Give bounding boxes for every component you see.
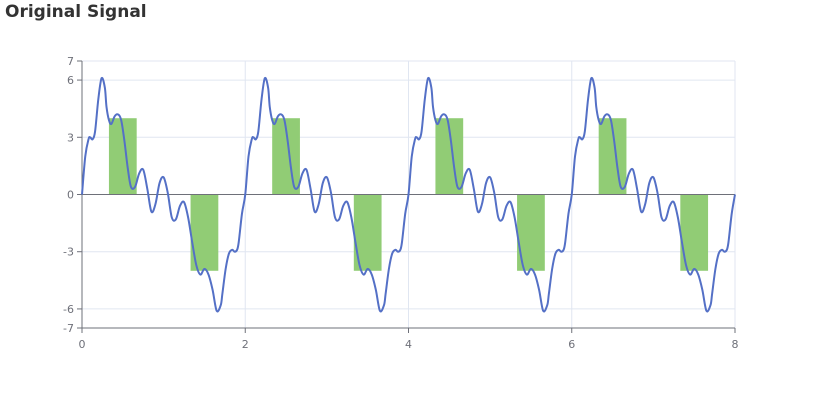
y-tick-label: -7: [63, 322, 74, 335]
y-tick-label: -3: [63, 246, 74, 259]
chart-title: Original Signal: [5, 2, 147, 22]
x-tick-label: 6: [568, 338, 575, 351]
signal-line: [81, 76, 736, 313]
x-tick-label: 0: [79, 338, 86, 351]
y-tick-label: 7: [67, 55, 74, 68]
y-tick-label: -6: [63, 303, 74, 316]
x-tick-label: 8: [732, 338, 739, 351]
y-tick-label: 0: [67, 189, 74, 202]
x-tick-label: 2: [242, 338, 249, 351]
x-tick-label: 4: [405, 338, 412, 351]
axes: [77, 60, 736, 333]
tick-labels: -7 -6 -3 0 3 6 7 0 2 4 6 8: [63, 55, 738, 351]
y-tick-label: 3: [67, 131, 74, 144]
y-tick-label: 6: [67, 74, 74, 87]
